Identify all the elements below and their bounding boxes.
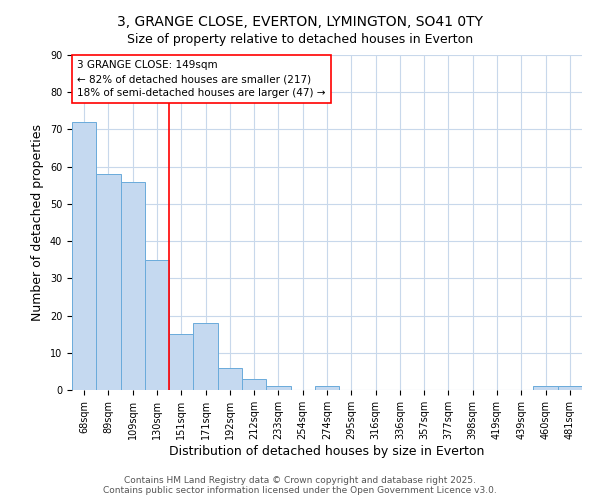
Bar xyxy=(121,182,145,390)
Text: 3 GRANGE CLOSE: 149sqm
← 82% of detached houses are smaller (217)
18% of semi-de: 3 GRANGE CLOSE: 149sqm ← 82% of detached… xyxy=(77,60,326,98)
Bar xyxy=(193,323,218,390)
Bar xyxy=(96,174,121,390)
Text: Contains HM Land Registry data © Crown copyright and database right 2025.
Contai: Contains HM Land Registry data © Crown c… xyxy=(103,476,497,495)
Y-axis label: Number of detached properties: Number of detached properties xyxy=(31,124,44,321)
Bar xyxy=(72,122,96,390)
X-axis label: Distribution of detached houses by size in Everton: Distribution of detached houses by size … xyxy=(169,444,485,458)
Bar xyxy=(266,386,290,390)
Text: 3, GRANGE CLOSE, EVERTON, LYMINGTON, SO41 0TY: 3, GRANGE CLOSE, EVERTON, LYMINGTON, SO4… xyxy=(117,15,483,29)
Bar xyxy=(169,334,193,390)
Bar xyxy=(558,386,582,390)
Bar xyxy=(145,260,169,390)
Text: Size of property relative to detached houses in Everton: Size of property relative to detached ho… xyxy=(127,32,473,46)
Bar xyxy=(218,368,242,390)
Bar xyxy=(533,386,558,390)
Bar xyxy=(242,379,266,390)
Bar xyxy=(315,386,339,390)
